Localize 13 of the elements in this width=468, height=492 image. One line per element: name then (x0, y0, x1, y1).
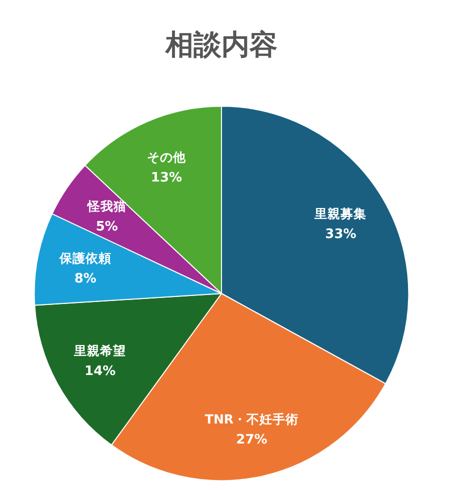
slice-label: 怪我猫 (86, 198, 126, 214)
chart-title: 相談内容 (164, 28, 278, 62)
data-label: 27% (236, 432, 268, 448)
data-label: 13% (150, 170, 182, 186)
data-label: 14% (84, 364, 116, 380)
slice-label: 保護依頼 (58, 250, 112, 266)
slice-label: TNR・不妊手術 (204, 412, 299, 427)
slice-label: 里親募集 (314, 206, 367, 221)
data-label: 8% (74, 272, 96, 287)
data-label: 33% (325, 226, 356, 242)
data-label: 5% (96, 220, 118, 235)
slice-label: その他 (146, 149, 187, 164)
slice-label: 里親希望 (73, 343, 126, 358)
